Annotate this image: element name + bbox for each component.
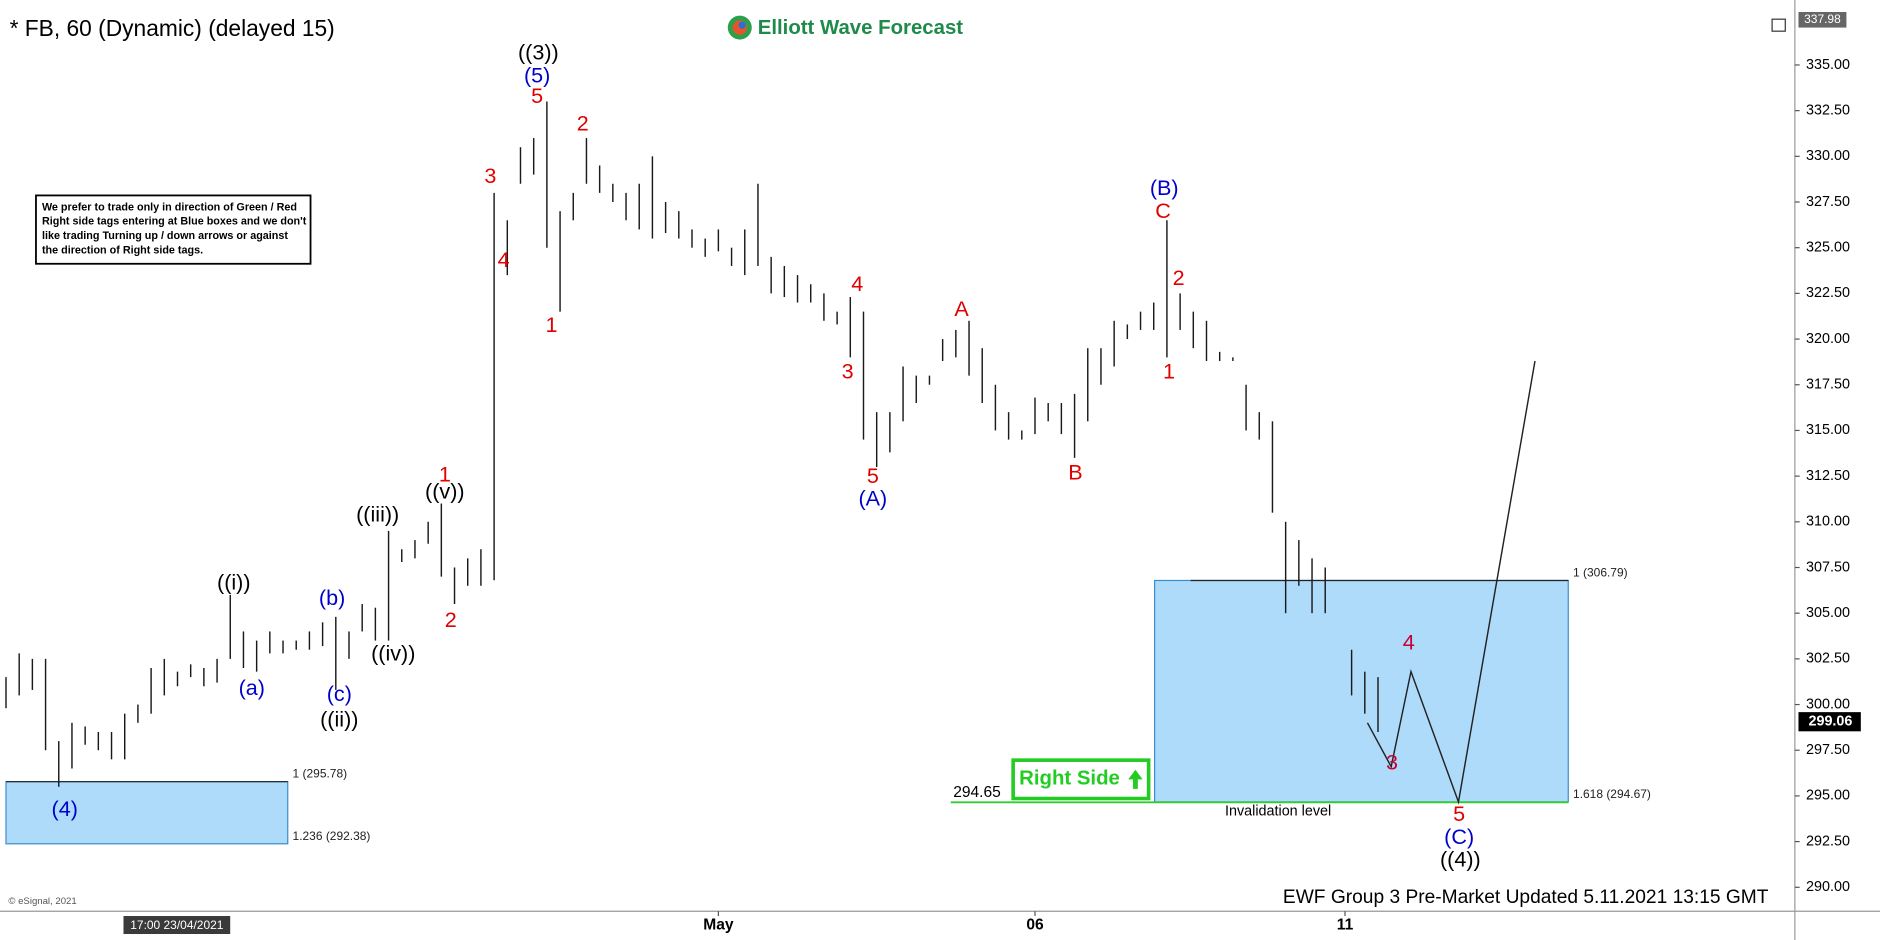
note-frame [35, 194, 312, 265]
footer: EWF Group 3 Pre-Market Updated 5.11.2021… [1283, 887, 1769, 908]
wave-label: C [1155, 198, 1171, 223]
x-tick-label: 11 [1337, 917, 1354, 934]
note-line: We prefer to trade only in direction of … [42, 201, 297, 213]
note-box: We prefer to trade only in direction of … [35, 194, 312, 265]
wave-label: 5 [867, 463, 879, 488]
wave-label: (c) [327, 681, 352, 706]
target-box [1154, 579, 1569, 803]
x-tick-label: May [703, 917, 734, 934]
wave-label: 1 [546, 312, 558, 337]
target-box [5, 781, 289, 845]
wave-label: (B) [1150, 175, 1179, 200]
wave-label: ((ii)) [320, 706, 358, 731]
wave-label: 3 [484, 163, 496, 188]
last-price: 299.06 [1808, 714, 1852, 730]
projection-path [1366, 360, 1536, 805]
y-tick-label: 322.50 [1806, 285, 1850, 301]
wave-label: 2 [577, 110, 589, 135]
wave-label: 2 [1173, 265, 1185, 290]
y-tick-label: 315.00 [1806, 422, 1850, 438]
y-tick-label: 292.50 [1806, 833, 1850, 849]
note-line: like trading Turning up / down arrows or… [42, 230, 288, 242]
tag-text: Right Side [1019, 768, 1120, 790]
wave-label: ((4)) [1440, 847, 1481, 872]
note-line: the direction of Right side tags. [42, 244, 203, 256]
box-label: 1.236 (292.38) [293, 829, 371, 843]
last-price-box [1798, 712, 1861, 732]
wave-label: 5 [1453, 801, 1465, 826]
copyright: © eSignal, 2021 [8, 896, 76, 907]
y-tick-label: 295.00 [1806, 788, 1850, 804]
wave-label: A [954, 296, 969, 321]
cursor-time-box [123, 916, 231, 935]
wave-label: (4) [52, 796, 78, 821]
y-tick-label: 317.50 [1806, 377, 1850, 393]
box-label: 1 (306.79) [1573, 565, 1628, 579]
cursor-time: 17:00 23/04/2021 [130, 918, 224, 932]
y-tick-label: 325.00 [1806, 239, 1850, 255]
wave-label: 1 [1163, 359, 1175, 384]
wave-label: (b) [319, 585, 345, 610]
y-tick-label: 335.00 [1806, 57, 1850, 73]
wave-label: (A) [858, 486, 887, 511]
wave-label: 3 [842, 359, 854, 384]
wave-label: 5 [531, 83, 543, 108]
wave-label: (a) [239, 675, 265, 700]
wave-label: 2 [445, 607, 457, 632]
x-tick-label: 06 [1026, 917, 1044, 934]
wave-label: ((iii)) [356, 501, 399, 526]
y-tick-label: 300.00 [1806, 696, 1850, 712]
scale-high-box [1798, 11, 1847, 28]
y-tick-label: 297.50 [1806, 742, 1850, 758]
chart-title: * FB, 60 (Dynamic) (delayed 15) [10, 15, 335, 41]
y-tick-label: 302.50 [1806, 651, 1850, 667]
wave-label: (5) [524, 62, 550, 87]
wave-label: (C) [1444, 824, 1474, 849]
wave-label: 1 [439, 462, 451, 487]
y-tick-label: 305.00 [1806, 605, 1850, 621]
y-tick-label: 320.00 [1806, 331, 1850, 347]
invalidation-value: 294.65 [953, 784, 1001, 801]
y-tick-label: 327.50 [1806, 194, 1850, 210]
wave-label: 3 [1386, 749, 1398, 774]
wave-label: 4 [1403, 630, 1415, 655]
right-side-tag: Right Side [1011, 758, 1151, 801]
y-tick-label: 307.50 [1806, 559, 1850, 575]
y-tick-label: 330.00 [1806, 148, 1850, 164]
y-tick-label: 312.50 [1806, 468, 1850, 484]
wave-label: ((iv)) [371, 640, 415, 665]
wave-label: B [1068, 459, 1082, 484]
brand-name: Elliott Wave Forecast [758, 17, 964, 39]
box-label: 1.618 (294.67) [1573, 787, 1651, 801]
scale-high: 337.98 [1804, 12, 1841, 26]
y-tick-label: 332.50 [1806, 102, 1850, 118]
wave-label: 4 [498, 247, 510, 272]
wave-label: 4 [851, 271, 863, 296]
brand: Elliott Wave Forecast [727, 15, 964, 40]
wave-label: ((3)) [518, 40, 559, 65]
y-tick-label: 310.00 [1806, 514, 1850, 530]
note-line: Right side tags entering at Blue boxes a… [42, 216, 307, 228]
y-tick-label: 290.00 [1806, 879, 1850, 895]
wave-label: ((v)) [425, 478, 465, 503]
invalidation-label: Invalidation level [1225, 804, 1331, 820]
tag-frame [1011, 758, 1151, 801]
window-icon[interactable] [1771, 18, 1786, 32]
box-label: 1 (295.78) [293, 767, 348, 781]
logo [738, 21, 746, 29]
wave-label: ((i)) [217, 570, 251, 595]
